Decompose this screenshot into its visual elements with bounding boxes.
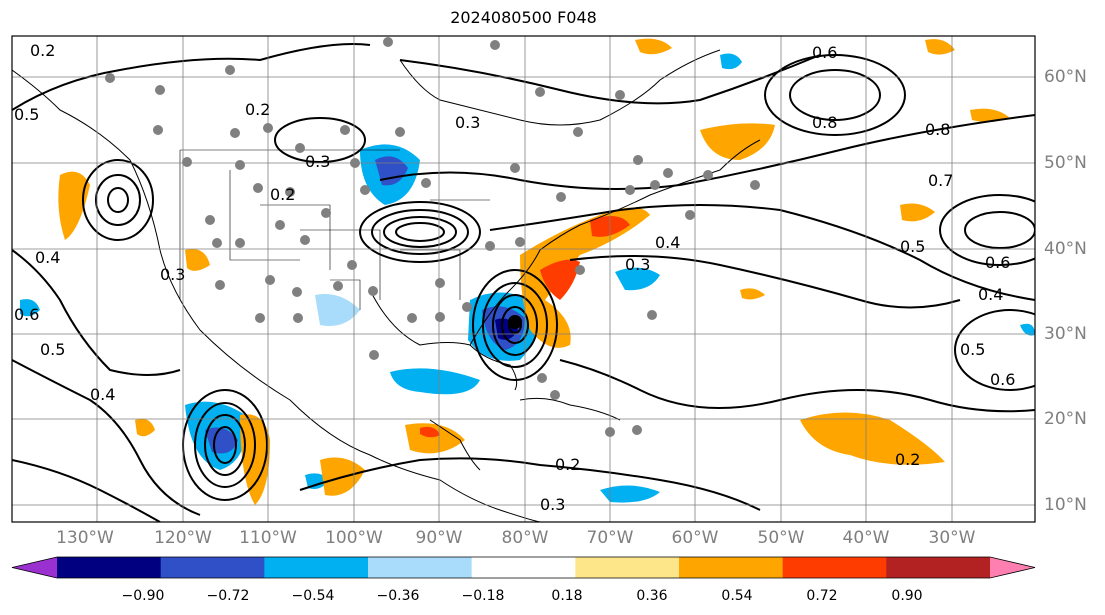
colorbar-tick: −0.18: [461, 588, 505, 604]
colorbar-segment: [575, 557, 680, 578]
colorbar-tick: −0.72: [206, 588, 250, 604]
colorbar-segment: [679, 557, 784, 578]
contour-label: 0.5: [900, 237, 925, 256]
colorbar-tick: −0.90: [121, 588, 165, 604]
cyclone-center-marker: [508, 315, 522, 329]
contour-label: 0.2: [555, 455, 580, 474]
lat-label: 10°N: [1044, 495, 1087, 515]
contour-label: 0.6: [985, 253, 1010, 272]
contour-label: 0.3: [305, 152, 330, 171]
contour-label: 0.4: [90, 385, 115, 404]
contour-labels: 0.2 0.2 0.3 0.2 0.4 0.3 0.4 0.5 0.6 0.8 …: [14, 41, 1015, 514]
lon-label: 50°W: [757, 528, 805, 548]
lon-label: 90°W: [415, 528, 463, 548]
contour-label: 0.3: [455, 113, 480, 132]
colorbar-segment: [57, 557, 162, 578]
colorbar-tick: 0.18: [551, 588, 583, 604]
contour-label: 0.3: [540, 495, 565, 514]
colorbar-tick: 0.90: [891, 588, 923, 604]
contour-label: 0.2: [245, 100, 270, 119]
lon-label: 80°W: [501, 528, 549, 548]
contour-label: 0.2: [270, 185, 295, 204]
positive-shading: [58, 38, 1010, 505]
lat-label: 30°N: [1044, 324, 1087, 344]
contour-label: 0.4: [655, 233, 680, 252]
lon-label: 30°W: [928, 528, 976, 548]
contour-label: 0.4: [35, 248, 60, 267]
colorbar-tick: 0.72: [806, 588, 838, 604]
colorbar-extend-max: [990, 557, 1035, 578]
lat-label: 60°N: [1044, 67, 1087, 87]
contour-label: 0.6: [990, 370, 1015, 389]
colorbar-segment: [160, 557, 265, 578]
contour-label: 0.3: [625, 255, 650, 274]
contour-label: 0.5: [14, 105, 39, 124]
colorbar-segment: [886, 557, 991, 578]
lon-label: 130°W: [56, 528, 114, 548]
map-title: 2024080500 F048: [450, 8, 597, 27]
contour-label: 0.8: [812, 113, 837, 132]
contour-label: 0.7: [928, 171, 953, 190]
graticule: [12, 36, 1035, 522]
contour-label: 0.6: [14, 305, 39, 324]
contour-label: 0.2: [30, 41, 55, 60]
colorbar-segment: [471, 557, 576, 578]
colorbar-segment: [264, 557, 369, 578]
map-frame: [11, 35, 1036, 523]
colorbar-segment: [368, 557, 473, 578]
colorbar-tick: −0.54: [291, 588, 335, 604]
lon-label: 110°W: [239, 528, 297, 548]
contour-lines: [12, 43, 1035, 522]
contour-label: 0.6: [812, 43, 837, 62]
lon-label: 100°W: [325, 528, 383, 548]
colorbar-tick: 0.36: [636, 588, 668, 604]
lat-label: 50°N: [1044, 153, 1087, 173]
colorbar: [11, 556, 1036, 579]
contour-label: 0.2: [895, 450, 920, 469]
colorbar-segment: [782, 557, 887, 578]
contour-label: 0.5: [960, 340, 985, 359]
colorbar-tick: −0.36: [376, 588, 420, 604]
colorbar-outline: [11, 556, 1036, 579]
lon-label: 70°W: [586, 528, 634, 548]
colorbar-extend-min: [12, 557, 57, 578]
lon-label: 60°W: [671, 528, 719, 548]
station-dots: [105, 37, 760, 437]
contour-label: 0.5: [40, 340, 65, 359]
lon-label: 120°W: [154, 528, 212, 548]
lon-label: 40°W: [842, 528, 890, 548]
colorbar-tick: 0.54: [721, 588, 753, 604]
contour-label: 0.3: [160, 265, 185, 284]
lat-label: 20°N: [1044, 409, 1087, 429]
state-borders: [179, 149, 490, 310]
contour-label: 0.4: [978, 285, 1003, 304]
lat-label: 40°N: [1044, 239, 1087, 259]
contour-label: 0.8: [925, 120, 950, 139]
